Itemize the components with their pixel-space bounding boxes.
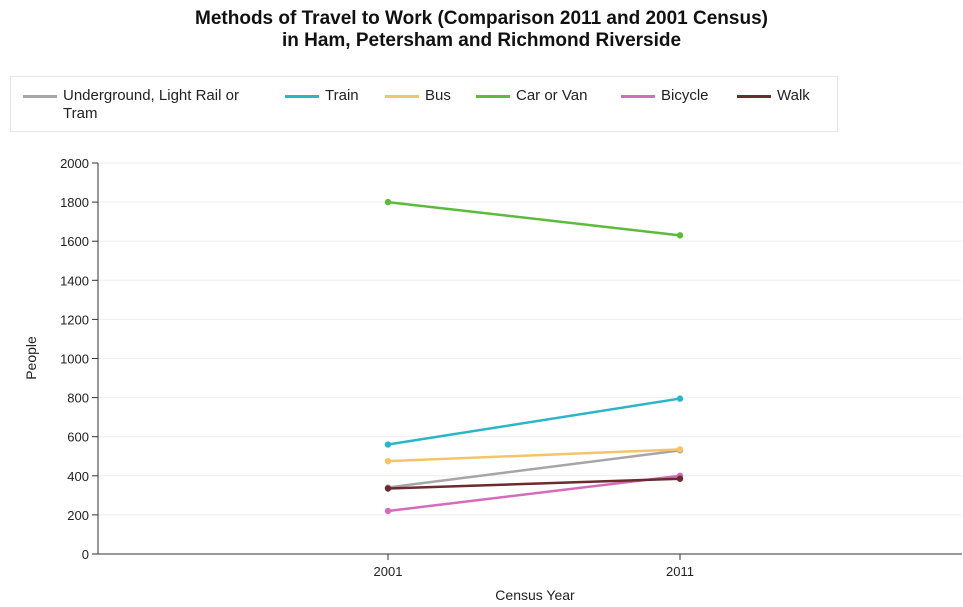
series-line-bus	[387, 448, 681, 463]
legend-swatch-underground	[23, 95, 57, 98]
data-point-train-2011	[676, 395, 684, 402]
legend-item-car-or-van: Car or Van	[476, 87, 587, 105]
series-line-bicycle	[387, 474, 681, 513]
y-tick-label: 1800	[60, 195, 89, 210]
chart-title-line-2: in Ham, Petersham and Richmond Riverside	[281, 30, 682, 51]
legend-item-walk: Walk	[737, 87, 810, 105]
data-point-car-or-van-2001	[384, 198, 392, 206]
y-tick-label: 800	[67, 391, 89, 406]
y-tick-label: 600	[67, 430, 89, 445]
y-tick-label: 1200	[60, 312, 89, 327]
y-tick-label: 200	[67, 508, 89, 523]
data-point-train-2001	[384, 441, 392, 448]
legend-swatch-train	[285, 95, 319, 98]
legend: Underground, Light Rail or Tram Train Bu…	[10, 76, 838, 132]
series-line-walk	[387, 477, 681, 490]
legend-label-underground: Underground, Light Rail or Tram	[63, 87, 239, 122]
y-tick-label: 1400	[60, 273, 89, 288]
legend-item-bus: Bus	[385, 87, 451, 105]
y-tick-label: 2000	[60, 156, 89, 171]
data-point-bus-2011	[676, 446, 684, 453]
legend-swatch-bus	[385, 95, 419, 98]
x-ticks: 2001 2011	[374, 554, 694, 579]
legend-swatch-walk	[737, 95, 771, 98]
y-tick-label: 1600	[60, 234, 89, 249]
legend-swatch-bicycle	[621, 95, 655, 98]
legend-item-underground: Underground, Light Rail or Tram	[23, 87, 263, 123]
data-point-bicycle-2001	[384, 507, 392, 515]
data-point-walk-2011	[676, 475, 684, 482]
data-point-car-or-van-2011	[676, 232, 684, 239]
legend-label-walk: Walk	[777, 87, 810, 104]
series-line-underground-light-rail-or-tram	[387, 449, 681, 489]
series-line-train	[387, 397, 681, 446]
chart-title-line-1: Methods of Travel to Work (Comparison 20…	[195, 8, 768, 29]
x-axis-label: Census Year	[495, 587, 575, 603]
series-lines	[384, 198, 684, 515]
gridlines	[98, 162, 962, 516]
y-axis-label: People	[23, 336, 39, 380]
chart-title: Methods of Travel to Work (Comparison 20…	[0, 8, 963, 52]
data-point-walk-2001	[384, 485, 392, 492]
x-tick-label: 2011	[666, 564, 694, 579]
data-point-bus-2001	[384, 457, 392, 465]
series-line-car-or-van	[387, 200, 681, 237]
legend-swatch-car-or-van	[476, 95, 510, 98]
x-tick-label: 2001	[374, 564, 403, 579]
y-ticks: 0 200 400 600 800 1000 1200 1400 1600 1800 2000	[60, 156, 98, 562]
y-tick-label: 1000	[60, 352, 89, 367]
legend-label-train: Train	[325, 87, 359, 104]
legend-label-bicycle: Bicycle	[661, 87, 709, 104]
legend-label-car-or-van: Car or Van	[516, 87, 588, 104]
y-tick-label: 400	[67, 469, 89, 484]
legend-item-bicycle: Bicycle	[621, 87, 709, 105]
y-tick-label: 0	[82, 547, 89, 562]
legend-label-bus: Bus	[425, 87, 451, 104]
legend-item-train: Train	[285, 87, 359, 105]
